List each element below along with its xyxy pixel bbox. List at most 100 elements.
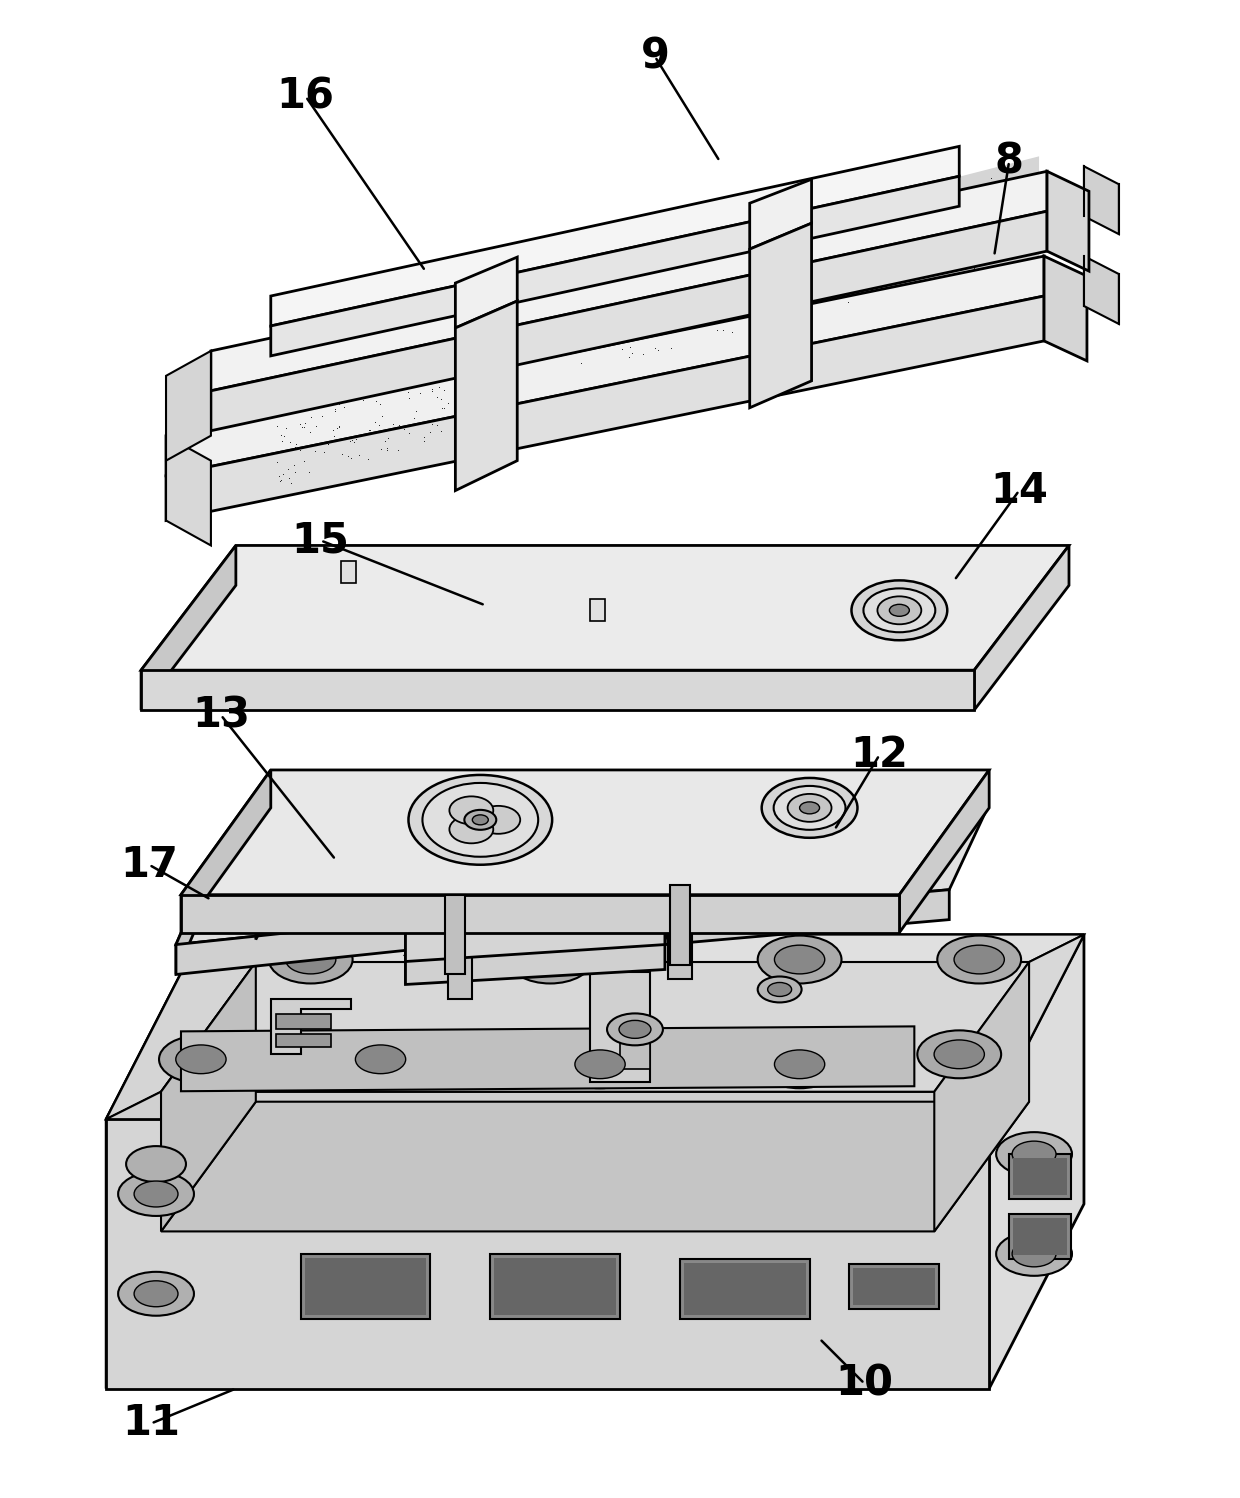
Polygon shape [107, 935, 201, 1389]
Polygon shape [341, 562, 356, 583]
Ellipse shape [768, 983, 791, 996]
Polygon shape [270, 999, 351, 1055]
Polygon shape [107, 935, 1084, 1119]
Polygon shape [181, 1026, 914, 1091]
Polygon shape [934, 962, 1029, 1231]
Ellipse shape [293, 857, 329, 878]
Ellipse shape [800, 801, 820, 813]
Ellipse shape [996, 1231, 1073, 1276]
Polygon shape [750, 223, 811, 407]
Ellipse shape [889, 604, 909, 616]
Polygon shape [1013, 1218, 1066, 1255]
Polygon shape [270, 177, 960, 357]
Polygon shape [680, 1258, 810, 1318]
Polygon shape [255, 840, 290, 939]
Polygon shape [405, 828, 699, 932]
Text: 14: 14 [991, 469, 1048, 512]
Polygon shape [455, 301, 517, 490]
Ellipse shape [339, 1035, 423, 1083]
Polygon shape [934, 935, 1084, 1119]
Ellipse shape [525, 945, 575, 974]
Polygon shape [1047, 171, 1089, 271]
Ellipse shape [269, 936, 352, 984]
Polygon shape [201, 935, 1084, 962]
Polygon shape [1009, 1213, 1071, 1258]
Ellipse shape [449, 797, 494, 824]
Polygon shape [665, 890, 950, 945]
Ellipse shape [356, 1046, 405, 1074]
Polygon shape [181, 894, 899, 933]
Polygon shape [141, 670, 975, 710]
Ellipse shape [775, 1050, 825, 1079]
Polygon shape [590, 972, 650, 1082]
Polygon shape [161, 962, 1029, 1092]
Polygon shape [275, 1014, 331, 1029]
Polygon shape [301, 1254, 430, 1318]
Ellipse shape [1012, 1141, 1056, 1167]
Polygon shape [665, 815, 985, 915]
Polygon shape [161, 962, 255, 1231]
Polygon shape [107, 1119, 990, 1389]
Polygon shape [455, 258, 517, 328]
Ellipse shape [126, 1146, 186, 1182]
Polygon shape [166, 256, 1044, 475]
Polygon shape [107, 1092, 990, 1119]
Polygon shape [211, 171, 1047, 391]
Ellipse shape [176, 1046, 226, 1074]
Polygon shape [570, 156, 1039, 376]
Text: 11: 11 [122, 1402, 180, 1444]
Polygon shape [176, 845, 490, 945]
Ellipse shape [118, 1272, 193, 1315]
Ellipse shape [134, 1180, 179, 1207]
Polygon shape [1084, 256, 1118, 324]
Polygon shape [853, 1267, 935, 1305]
Ellipse shape [996, 1132, 1073, 1176]
Text: 10: 10 [836, 1363, 894, 1405]
Polygon shape [849, 1264, 939, 1309]
Polygon shape [405, 848, 440, 962]
Ellipse shape [758, 977, 801, 1002]
Polygon shape [750, 180, 811, 249]
Ellipse shape [774, 786, 846, 830]
Ellipse shape [280, 851, 341, 885]
Ellipse shape [280, 852, 341, 887]
Ellipse shape [508, 936, 591, 984]
Polygon shape [405, 890, 440, 984]
Polygon shape [1013, 1158, 1066, 1195]
Ellipse shape [293, 860, 329, 879]
Ellipse shape [558, 1040, 642, 1088]
Polygon shape [275, 1034, 331, 1047]
Ellipse shape [464, 810, 496, 830]
Ellipse shape [758, 936, 842, 984]
Polygon shape [211, 211, 1047, 431]
Text: 9: 9 [641, 36, 670, 78]
Ellipse shape [118, 1171, 193, 1216]
Polygon shape [255, 822, 556, 909]
Polygon shape [975, 545, 1069, 710]
Polygon shape [683, 1263, 806, 1315]
Ellipse shape [619, 1020, 651, 1038]
Ellipse shape [852, 580, 947, 640]
Polygon shape [405, 915, 665, 962]
Polygon shape [990, 935, 1084, 1389]
Polygon shape [590, 599, 605, 620]
Polygon shape [161, 1101, 1029, 1231]
Ellipse shape [472, 815, 489, 825]
Ellipse shape [853, 860, 887, 879]
Polygon shape [176, 915, 460, 975]
Ellipse shape [758, 1040, 842, 1088]
Text: 13: 13 [192, 694, 250, 736]
Polygon shape [670, 885, 689, 965]
Polygon shape [668, 879, 692, 980]
Polygon shape [665, 845, 699, 945]
Polygon shape [1044, 256, 1087, 361]
Ellipse shape [787, 794, 832, 822]
Ellipse shape [842, 854, 898, 885]
Polygon shape [181, 770, 270, 933]
Text: 15: 15 [291, 520, 350, 562]
Polygon shape [107, 935, 255, 1119]
Polygon shape [495, 1258, 616, 1315]
Polygon shape [490, 1254, 620, 1318]
Ellipse shape [775, 945, 825, 974]
Text: 8: 8 [994, 141, 1024, 183]
